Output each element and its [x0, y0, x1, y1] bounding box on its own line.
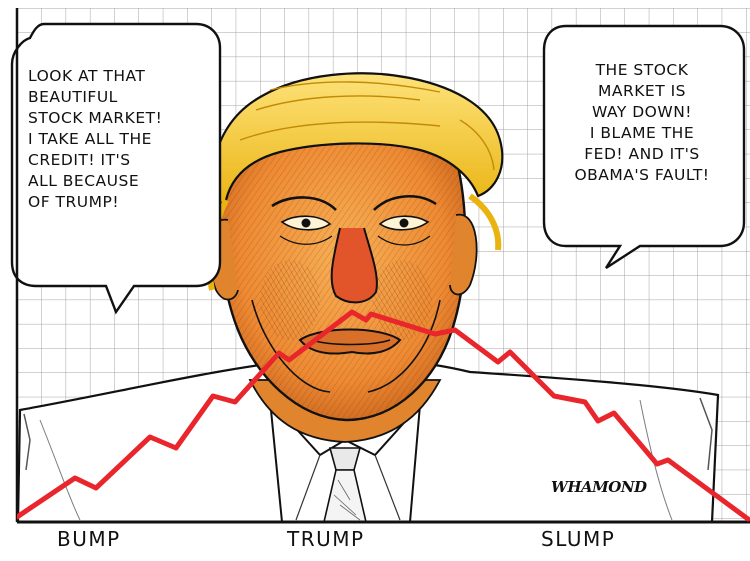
- hair: [206, 72, 504, 291]
- bubble-right-line: MARKET IS: [597, 82, 686, 100]
- x-label-slump: SLUMP: [541, 527, 616, 551]
- bubble-right-line: WAY DOWN!: [591, 103, 693, 121]
- bubble-right-line: I BLAME THE: [589, 124, 695, 142]
- bubble-left-line: CREDIT! IT'S: [28, 151, 131, 169]
- x-label-trump: TRUMP: [287, 527, 365, 551]
- artist-signature: WHAMOND: [551, 478, 647, 496]
- speech-bubble-right: [542, 24, 746, 270]
- speech-bubble-right-text: THE STOCK MARKET IS WAY DOWN! I BLAME TH…: [552, 60, 732, 186]
- trend-line: [17, 309, 750, 522]
- speech-bubble-left: [10, 22, 222, 315]
- bubble-left-line: OF TRUMP!: [28, 193, 120, 211]
- bubble-left-line: STOCK MARKET!: [28, 109, 163, 127]
- speech-bubble-left-text: LOOK AT THAT BEAUTIFUL STOCK MARKET! I T…: [20, 66, 210, 213]
- bubble-right-line: OBAMA'S FAULT!: [574, 166, 710, 184]
- x-label-bump: BUMP: [57, 527, 121, 551]
- bubble-left-line: ALL BECAUSE: [28, 172, 140, 190]
- shirt-and-tie: [268, 397, 422, 523]
- bubble-left-line: I TAKE ALL THE: [28, 130, 152, 148]
- eyes: [271, 194, 437, 246]
- nose: [330, 227, 378, 304]
- bubble-left-line: BEAUTIFUL: [28, 88, 118, 106]
- chart-axes: [15, 8, 750, 524]
- bubble-right-line: FED! AND IT'S: [584, 145, 700, 163]
- bubble-right-line: THE STOCK: [595, 61, 689, 79]
- bubble-left-line: LOOK AT THAT: [28, 67, 146, 85]
